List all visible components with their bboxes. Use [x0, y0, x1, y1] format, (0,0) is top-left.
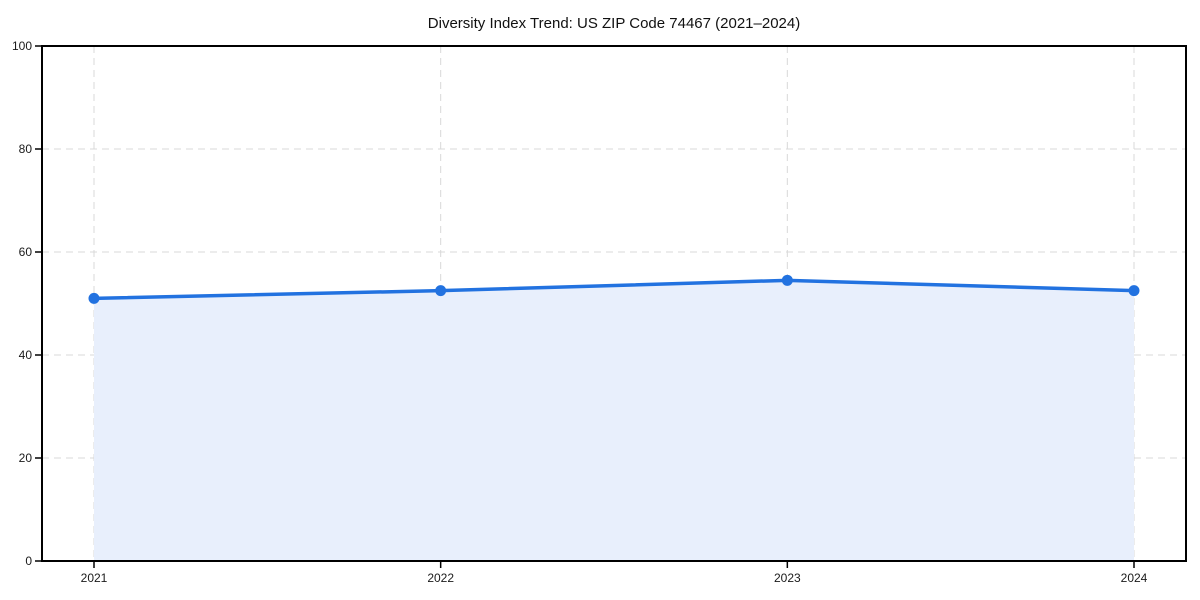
data-point-2024 [1128, 285, 1140, 297]
x-tick-label-2023: 2023 [774, 571, 801, 585]
y-tick-label-100: 100 [12, 39, 32, 53]
y-tick-label-60: 60 [19, 245, 33, 259]
x-tick-label-2024: 2024 [1121, 571, 1148, 585]
y-tick-label-40: 40 [19, 348, 33, 362]
axes-frame [41, 45, 1187, 562]
series-area-diversity-index [94, 280, 1134, 561]
axes-frame-layer [41, 45, 1187, 562]
y-tick-label-80: 80 [19, 142, 33, 156]
x-tick-label-2021: 2021 [81, 571, 108, 585]
line-layer [92, 278, 1136, 301]
area-layer [94, 280, 1134, 561]
chart-title: Diversity Index Trend: US ZIP Code 74467… [428, 15, 800, 32]
tick-layer [35, 45, 1135, 568]
marker-layer [88, 274, 1140, 304]
x-tick-label-2022: 2022 [427, 571, 454, 585]
data-point-2022 [435, 285, 447, 297]
tick-label-layer: 0 20 40 60 80 100 2021 2022 2023 2024 [12, 39, 1148, 585]
data-point-2023 [781, 274, 793, 286]
y-tick-label-20: 20 [19, 451, 33, 465]
y-tick-label-0: 0 [25, 554, 32, 568]
data-point-2021 [88, 292, 100, 304]
series-line-diversity-index [92, 278, 1136, 301]
